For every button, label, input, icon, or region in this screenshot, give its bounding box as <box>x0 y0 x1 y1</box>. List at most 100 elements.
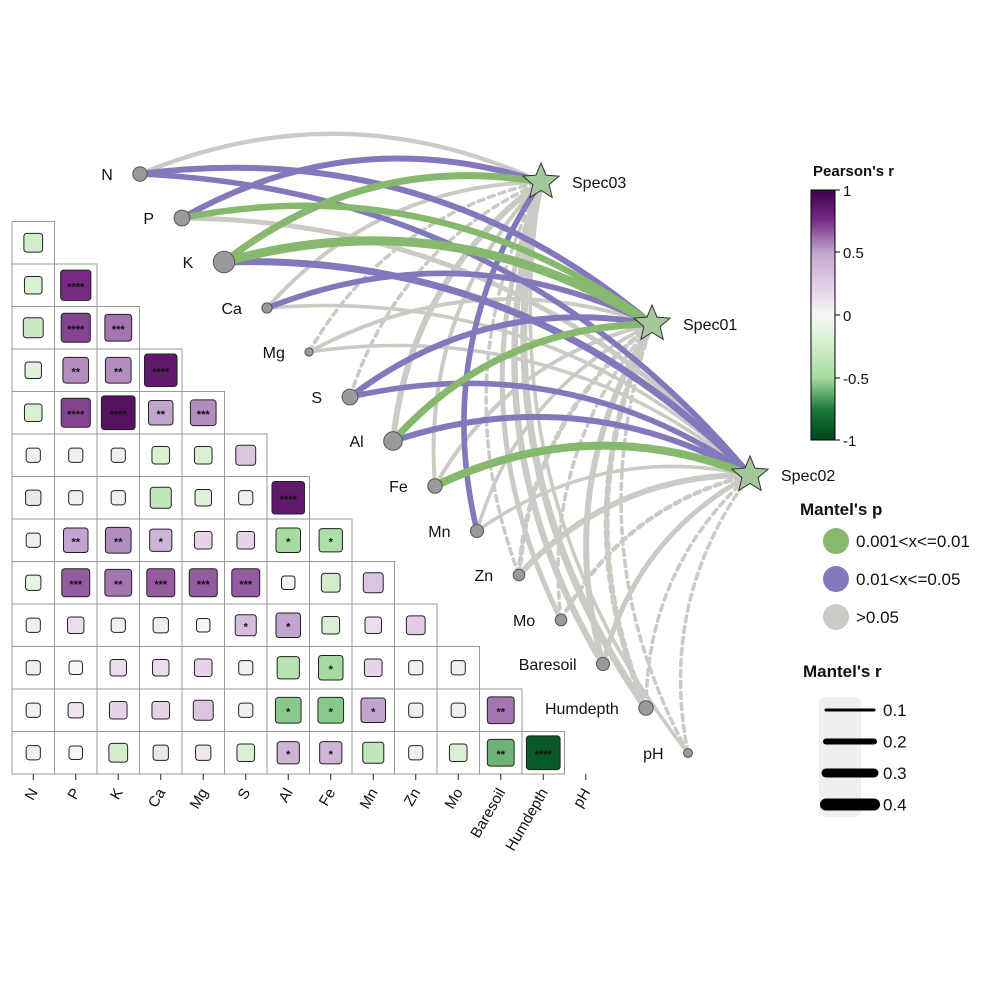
mantel-p-swatch <box>823 528 849 554</box>
correlation-square <box>104 526 132 554</box>
correlation-square <box>67 702 84 719</box>
grid-cell <box>181 518 225 562</box>
correlation-square <box>363 658 383 678</box>
correlation-square <box>100 395 136 431</box>
mantel-link <box>347 380 753 478</box>
env-node <box>512 568 526 582</box>
correlation-square <box>275 527 301 553</box>
mantel-link <box>219 236 657 329</box>
correlation-square <box>25 489 42 506</box>
env-node-label: Mo <box>513 613 535 630</box>
env-node <box>427 478 443 494</box>
significance-label: * <box>244 621 249 633</box>
significance-label: **** <box>67 409 85 421</box>
significance-label: * <box>329 536 334 548</box>
env-node-label: Mn <box>428 524 450 541</box>
env-node-label: K <box>183 255 194 272</box>
correlation-square <box>450 702 466 718</box>
significance-label: ** <box>496 706 505 718</box>
significance-label: *** <box>69 579 83 591</box>
mantel-r-legend-title: Mantel's r <box>803 662 882 681</box>
mantel-p-label: 0.01<x<=0.05 <box>856 570 960 589</box>
species-nodes: Spec03 Spec01 Spec02 <box>521 161 835 492</box>
env-node-label: Ca <box>221 301 242 318</box>
significance-label: ** <box>114 536 123 548</box>
correlation-square <box>68 745 83 760</box>
mantel-link <box>390 179 544 444</box>
correlation-square <box>236 743 256 763</box>
env-nodes: N P K Ca Mg S Al Fe Mn Zn Mo Baresoil Humdepth pH <box>101 166 693 763</box>
correlation-square <box>25 702 41 718</box>
mantel-r-legend: 0.1 0.2 0.3 0.4 <box>820 701 907 815</box>
correlation-square <box>448 743 468 763</box>
mantel-p-swatch <box>823 566 849 592</box>
species-star <box>521 161 561 199</box>
significance-label: * <box>159 536 164 548</box>
correlation-square <box>104 313 133 342</box>
correlation-square <box>68 490 84 506</box>
grid-cell <box>11 518 55 562</box>
correlation-square <box>68 447 84 463</box>
correlation-square <box>364 616 382 634</box>
mantel-link <box>433 322 654 488</box>
colorbar <box>810 189 836 441</box>
env-node <box>173 209 191 227</box>
correlation-square <box>231 568 261 598</box>
correlation-square <box>319 741 343 765</box>
x-tick-label: Al <box>275 786 296 806</box>
colorbar-tick-label: 0.5 <box>843 245 864 262</box>
x-tick-label: Fe <box>316 786 339 810</box>
mantel-link <box>220 258 754 479</box>
x-tick-label: pH <box>570 786 594 811</box>
correlation-square <box>238 660 254 676</box>
correlation-square <box>405 615 426 636</box>
mantel-p-swatch <box>823 604 849 630</box>
mantel-p-legend: 0.001<x<=0.01 0.01<x<=0.05 >0.05 <box>823 528 970 630</box>
correlation-square <box>486 738 515 767</box>
correlation-square <box>61 568 91 598</box>
mantel-p-legend-title: Mantel's p <box>800 500 882 519</box>
correlation-square <box>60 397 91 428</box>
correlation-grid: ******** ***** ** ******** **** ** ********* **… <box>11 221 594 854</box>
mantel-r-label: 0.4 <box>883 796 907 815</box>
correlation-square <box>146 568 176 598</box>
mantel-link <box>516 471 753 578</box>
env-node-label: pH <box>643 746 663 763</box>
significance-label: * <box>286 536 291 548</box>
mantel-p-label: 0.001<x<=0.01 <box>856 532 970 551</box>
correlation-square <box>152 659 170 677</box>
correlation-square <box>276 656 300 680</box>
correlation-square <box>60 312 91 343</box>
correlation-square <box>318 655 344 681</box>
mantel-p-label: >0.05 <box>856 608 899 627</box>
mantel-link <box>475 322 654 533</box>
x-tick-label: Ca <box>145 785 170 811</box>
mantel-link <box>179 155 544 221</box>
x-tick-label: P <box>64 786 84 803</box>
env-node-label: P <box>143 211 154 228</box>
correlation-square <box>110 490 126 506</box>
species-star <box>632 303 672 341</box>
correlation-square <box>104 356 132 384</box>
env-node <box>341 388 359 406</box>
env-node-label: Al <box>349 434 363 451</box>
mantel-link <box>484 180 543 577</box>
significance-label: ** <box>71 536 80 548</box>
correlation-square <box>25 745 41 761</box>
env-node <box>596 657 610 671</box>
significance-label: * <box>286 621 291 633</box>
mantel-r-legend-bg <box>819 697 861 817</box>
x-tick-label: N <box>22 786 42 804</box>
env-node <box>261 302 273 314</box>
correlation-square <box>236 530 256 550</box>
mantel-link <box>307 343 752 477</box>
correlation-square <box>193 530 213 550</box>
significance-label: ** <box>114 366 123 378</box>
x-tick-label: Mg <box>187 786 212 813</box>
correlation-square <box>486 696 515 725</box>
colorbar-title: Pearson's r <box>813 163 894 180</box>
correlation-square <box>276 741 300 765</box>
significance-label: ** <box>71 366 80 378</box>
correlation-square <box>60 269 92 301</box>
